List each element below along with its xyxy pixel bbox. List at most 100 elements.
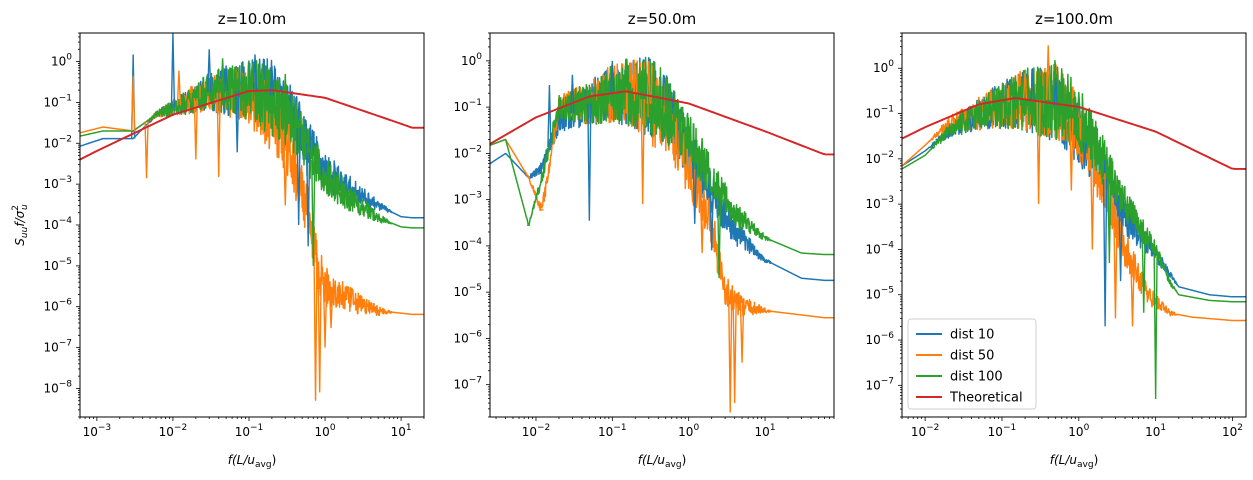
x-tick-label: 101 bbox=[755, 423, 776, 439]
y-tick-label: 10−3 bbox=[453, 191, 482, 207]
y-tick-label: 10−4 bbox=[43, 216, 72, 232]
theoretical-line bbox=[80, 89, 424, 161]
series-spike bbox=[1153, 249, 1158, 399]
theoretical-line bbox=[902, 97, 1246, 170]
series-spike bbox=[305, 143, 311, 247]
series-spike bbox=[651, 60, 657, 102]
series-line-dist-100 bbox=[80, 59, 424, 229]
series-spike bbox=[328, 290, 334, 329]
series-spike bbox=[547, 85, 552, 148]
panel-title: z=10.0m bbox=[218, 10, 286, 28]
panel-title: z=100.0m bbox=[1035, 10, 1113, 28]
series-spike bbox=[610, 60, 615, 94]
plot-area bbox=[490, 56, 834, 413]
x-tick-label: 10−1 bbox=[235, 423, 264, 439]
series-spike bbox=[220, 58, 225, 91]
y-tick-label: 10−5 bbox=[453, 283, 482, 299]
series-spike bbox=[716, 189, 722, 279]
x-axis-label: f(L/uavg) bbox=[1050, 453, 1099, 470]
y-tick-label: 10−2 bbox=[865, 150, 894, 166]
series-spike bbox=[739, 306, 745, 363]
series-spike bbox=[728, 296, 733, 413]
plot-area bbox=[902, 45, 1246, 399]
series-line-dist-100 bbox=[902, 59, 1246, 303]
series-spike bbox=[313, 253, 318, 401]
y-tick-label: 100 bbox=[51, 53, 72, 69]
series-spike bbox=[296, 128, 301, 226]
series-spike bbox=[692, 163, 697, 224]
series-spike bbox=[322, 287, 328, 348]
series-spike bbox=[969, 117, 974, 132]
y-tick-label: 10−1 bbox=[453, 98, 482, 114]
x-tick-label: 10−1 bbox=[988, 423, 1017, 439]
x-tick-label: 10−2 bbox=[159, 423, 188, 439]
x-tick-label: 102 bbox=[1222, 423, 1243, 439]
y-axis-label: Suuf/σ2u bbox=[11, 204, 30, 246]
x-tick-label: 10−2 bbox=[522, 423, 551, 439]
series-line-dist-50 bbox=[902, 63, 1246, 322]
x-axis-label: f(L/uavg) bbox=[638, 453, 687, 470]
series-spike bbox=[260, 63, 265, 96]
series-spike bbox=[1102, 178, 1108, 327]
x-tick-label: 101 bbox=[1145, 423, 1166, 439]
y-tick-label: 100 bbox=[461, 52, 482, 68]
panel-3: 10−2 10−1 100 101 102 10−7 10−6 10−5 10−4 10−3 10−… bbox=[865, 10, 1247, 470]
series-spike bbox=[252, 54, 258, 92]
series-spike bbox=[1022, 72, 1028, 100]
series-spike bbox=[1130, 264, 1135, 327]
y-tick-label: 100 bbox=[873, 59, 894, 75]
legend-entry: dist 10 bbox=[950, 328, 994, 343]
axes-frame bbox=[489, 32, 835, 418]
y-tick-label: 10−1 bbox=[865, 105, 894, 121]
series-spike bbox=[1113, 221, 1118, 319]
panel-2: 10−2 10−1 100 101 10−7 10−6 10−5 10−4 10−3 10−2 10… bbox=[453, 10, 835, 470]
y-tick-label: 10−5 bbox=[865, 286, 894, 302]
series-spike bbox=[699, 200, 705, 254]
x-tick-label: 10−3 bbox=[83, 423, 112, 439]
x-tick-label: 101 bbox=[391, 423, 412, 439]
x-tick-label: 10−1 bbox=[598, 423, 627, 439]
legend: dist 10 dist 50 dist 100 Theoretical bbox=[907, 318, 1037, 410]
series-spike bbox=[176, 70, 182, 106]
y-tick-label: 10−1 bbox=[43, 93, 72, 109]
legend-entry: dist 100 bbox=[950, 370, 1003, 385]
series-spike bbox=[1036, 99, 1041, 205]
series-spike bbox=[1082, 142, 1088, 159]
series-spike bbox=[1059, 68, 1064, 105]
series-spike bbox=[207, 49, 212, 93]
x-tick-label: 100 bbox=[678, 423, 699, 439]
series-spike bbox=[1069, 118, 1074, 191]
series-spike bbox=[1036, 68, 1041, 100]
series-spike bbox=[1090, 159, 1095, 250]
series-spike bbox=[1107, 173, 1112, 264]
series-spike bbox=[283, 144, 288, 206]
series-spike bbox=[587, 103, 592, 221]
series-spike bbox=[633, 65, 638, 94]
y-tick-label: 10−3 bbox=[43, 175, 72, 191]
series-spike bbox=[709, 191, 714, 251]
series-spike bbox=[732, 299, 737, 404]
legend-entry: Theoretical bbox=[949, 391, 1023, 406]
y-tick-label: 10−4 bbox=[865, 240, 894, 256]
series-spike bbox=[223, 65, 229, 92]
series-spike bbox=[640, 99, 645, 205]
series-spike bbox=[130, 75, 136, 131]
x-tick-label: 100 bbox=[1068, 423, 1089, 439]
series-spike bbox=[305, 143, 311, 153]
x-axis-label: f(L/uavg) bbox=[228, 453, 277, 470]
y-tick-label: 10−7 bbox=[865, 376, 894, 392]
y-tick-label: 10−4 bbox=[453, 237, 482, 253]
legend-entry: dist 50 bbox=[950, 349, 994, 364]
series-spike bbox=[311, 159, 316, 266]
series-spike bbox=[1053, 78, 1058, 106]
series-spike bbox=[646, 60, 651, 104]
series-spike bbox=[1046, 45, 1051, 100]
y-tick-label: 10−6 bbox=[453, 329, 482, 345]
series-spike bbox=[1013, 75, 1018, 103]
y-tick-label: 10−3 bbox=[865, 195, 894, 211]
series-spike bbox=[1076, 91, 1081, 118]
series-spike bbox=[235, 90, 240, 153]
y-tick-label: 10−5 bbox=[43, 257, 72, 273]
series-spike bbox=[570, 74, 575, 114]
